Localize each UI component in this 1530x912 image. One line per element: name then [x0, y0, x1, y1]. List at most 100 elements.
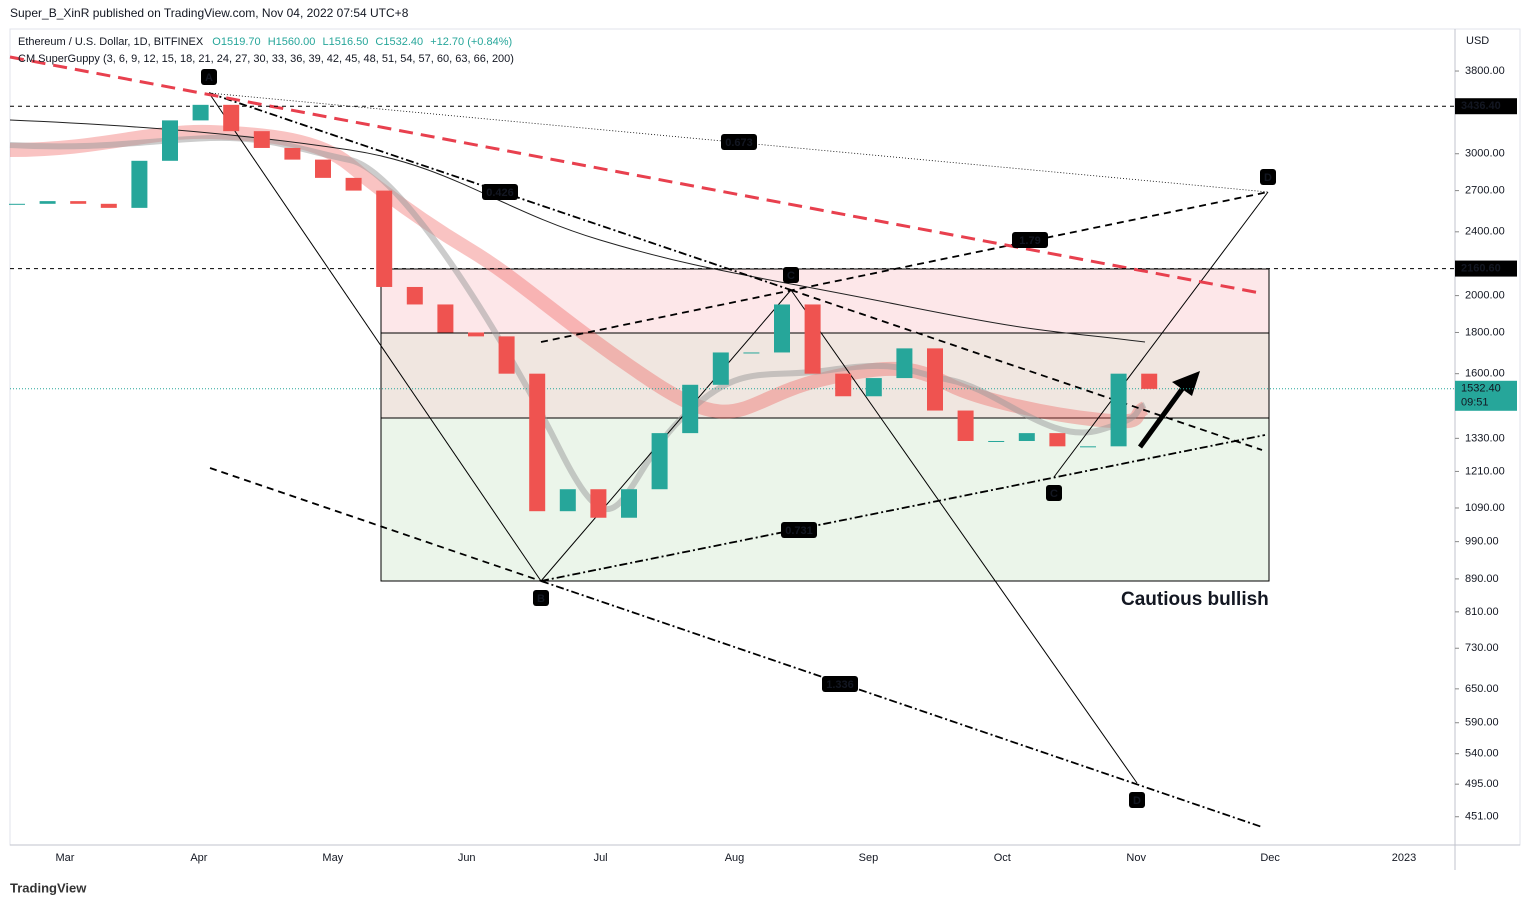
point-label-box: [1129, 792, 1145, 808]
candle: [437, 304, 454, 333]
candle: [1141, 373, 1158, 389]
indicator-legend: CM SuperGuppy (3, 6, 9, 12, 15, 18, 21, …: [18, 53, 514, 65]
price-tick-label: 451.00: [1465, 811, 1499, 823]
time-tick-label: May: [322, 852, 343, 864]
candle: [774, 304, 790, 353]
candle: [162, 120, 178, 161]
candle: [682, 384, 699, 434]
candle: [253, 131, 270, 148]
candle: [804, 304, 821, 374]
line-bd: [540, 580, 1263, 828]
candle: [957, 410, 974, 441]
price-tick-label: 590.00: [1465, 717, 1499, 729]
price-tick-label: 3000.00: [1465, 148, 1505, 160]
price-tick-label: 2000.00: [1465, 290, 1505, 302]
currency: USD: [1466, 35, 1489, 47]
price-tick-label: 1800.00: [1465, 326, 1505, 338]
last-price-tag: [1455, 380, 1517, 411]
leg-cd: [790, 289, 1138, 784]
candle: [192, 104, 209, 121]
symbol: Ethereum / U.S. Dollar, 1D, BITFINEX: [18, 36, 204, 48]
candle: [559, 489, 576, 512]
point-label-box: [1260, 169, 1276, 185]
point-label-box: [1046, 485, 1062, 501]
candle: [9, 203, 25, 205]
zone-top: [380, 268, 1270, 334]
price-tick-label: 3800.00: [1465, 65, 1505, 77]
time-tick-label: Apr: [190, 852, 207, 864]
leg-ab: [208, 92, 542, 582]
ohlc-open: O1519.70: [212, 36, 260, 48]
ratio-label: 1.79: [1019, 235, 1040, 247]
time-tick-label: Jun: [458, 852, 476, 864]
candle: [468, 332, 484, 337]
ratio-label-box: [482, 184, 518, 200]
line-ext-b: [209, 467, 542, 582]
candle: [835, 373, 852, 397]
ohlc-low: L1516.50: [322, 36, 368, 48]
point-label: D: [1264, 172, 1272, 184]
point-label: B: [537, 593, 545, 605]
time-tick-label: Aug: [725, 852, 745, 864]
price-tick-label: 2400.00: [1465, 226, 1505, 238]
ratio-label: 1.336: [826, 679, 854, 691]
line-cc: [790, 289, 1263, 451]
ohlc-high: H1560.00: [268, 36, 316, 48]
candle: [1049, 433, 1066, 447]
candle: [988, 440, 1005, 442]
point-label: A: [205, 72, 213, 84]
time-tick-label: Oct: [994, 852, 1011, 864]
last-price-label: 1532.40: [1461, 383, 1501, 395]
ratio-label: 0.426: [486, 187, 514, 199]
arrow-head: [1172, 371, 1200, 396]
line-bc2: [540, 434, 1266, 582]
candle: [1080, 446, 1096, 448]
point-label-box: [533, 590, 549, 606]
candle: [529, 373, 546, 512]
price-tick-label: 495.00: [1465, 778, 1499, 790]
candle: [345, 177, 362, 191]
ohlc-close: C1532.40: [375, 36, 423, 48]
point-label: D: [1133, 795, 1141, 807]
note: Cautious bullish: [1121, 589, 1269, 610]
candle: [284, 147, 301, 160]
candle: [70, 201, 87, 204]
ratio-label-box: [721, 134, 757, 150]
candle: [712, 352, 729, 385]
candle: [1110, 373, 1127, 447]
candle: [223, 104, 240, 132]
price-tick-label: 890.00: [1465, 573, 1499, 585]
point-label: C: [787, 270, 795, 282]
time-tick-label: Dec: [1260, 852, 1280, 864]
candle: [927, 348, 943, 411]
price-tick-label: 810.00: [1465, 606, 1499, 618]
time-tick-label: Nov: [1126, 852, 1146, 864]
candle: [743, 352, 760, 354]
price-tick-label: 1090.00: [1465, 502, 1505, 514]
footer-logo: TradingView: [10, 880, 87, 895]
legend: Ethereum / U.S. Dollar, 1D, BITFINEX O15…: [18, 36, 512, 48]
arrow-shaft: [1137, 383, 1188, 449]
point-label-box: [783, 267, 799, 283]
header: Super_B_XinR published on TradingView.co…: [10, 6, 409, 20]
candle: [406, 286, 423, 305]
ratio-label: 0.673: [725, 137, 753, 149]
price-tick-label: 2700.00: [1465, 185, 1505, 197]
ratio-label-box: [822, 676, 858, 692]
price-tick-label: 1600.00: [1465, 368, 1505, 380]
countdown: 09:51: [1461, 397, 1489, 409]
time-tick-label: Sep: [859, 852, 879, 864]
candle: [896, 348, 913, 379]
candle: [621, 489, 637, 518]
ratio-label-box: [781, 522, 817, 538]
candle: [651, 433, 668, 490]
candle: [100, 203, 117, 208]
point-label: C: [1050, 488, 1058, 500]
red-trendline: [9, 55, 1261, 295]
time-tick-label: 2023: [1392, 852, 1416, 864]
level-tag: [1455, 260, 1517, 277]
price-tick-label: 990.00: [1465, 536, 1499, 548]
price-tick-label: 650.00: [1465, 683, 1499, 695]
price-tick-label: 540.00: [1465, 748, 1499, 760]
candle: [315, 159, 331, 178]
